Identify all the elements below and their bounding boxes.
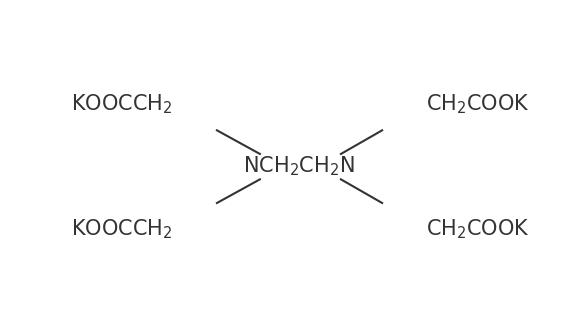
Text: NCH$_2$CH$_2$N: NCH$_2$CH$_2$N bbox=[244, 155, 355, 179]
Text: CH$_2$COOK: CH$_2$COOK bbox=[426, 217, 530, 241]
Text: KOOCCH$_2$: KOOCCH$_2$ bbox=[71, 92, 173, 116]
Text: KOOCCH$_2$: KOOCCH$_2$ bbox=[71, 217, 173, 241]
Text: CH$_2$COOK: CH$_2$COOK bbox=[426, 92, 530, 116]
